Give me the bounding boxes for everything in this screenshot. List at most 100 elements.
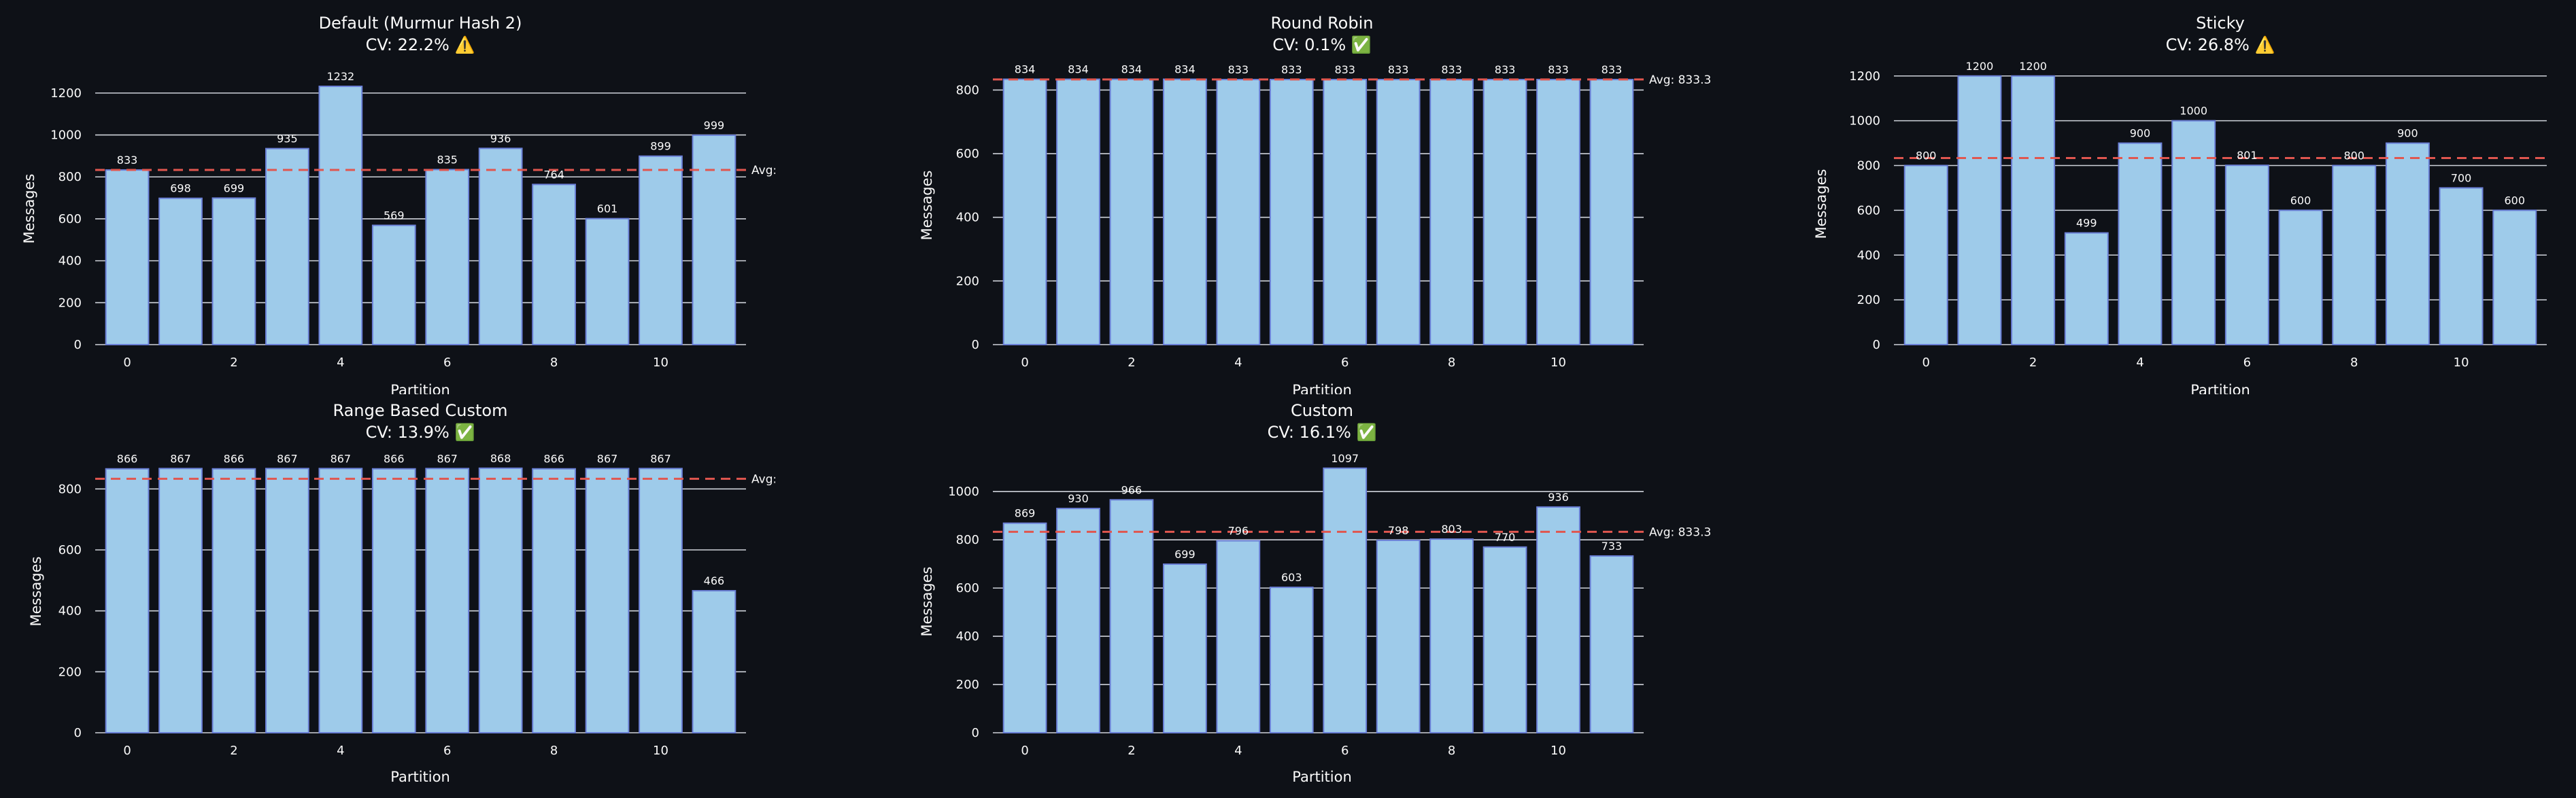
x-axis-label: Partition: [390, 382, 450, 394]
bar-value-label: 866: [543, 453, 564, 466]
bar-value-label: 833: [1334, 63, 1355, 76]
x-tick-label: 0: [1922, 355, 1929, 370]
y-axis-label: Messages: [21, 174, 37, 244]
grid-lines: [1894, 75, 2547, 345]
chart-custom: Custom CV: 16.1% ✅ Messages Partition 0 2…: [919, 401, 1711, 785]
bar: [371, 468, 416, 733]
bar: [478, 148, 523, 345]
bar-value-label: 834: [1015, 63, 1036, 76]
bar: [692, 590, 736, 734]
x-tick-label: 4: [337, 744, 344, 758]
grid-lines: [993, 491, 1644, 733]
bar-value-label: 936: [490, 132, 511, 145]
x-tick-label: 8: [1448, 744, 1455, 758]
bar: [1903, 164, 1948, 345]
bar-value-label: 803: [1441, 523, 1462, 536]
tick-labels: 0 200 400 600 800 1000 1200 0 2 4 6 8 10: [50, 86, 668, 370]
bar: [1002, 522, 1047, 733]
bar-value-label: 800: [1916, 150, 1937, 162]
x-tick-label: 2: [230, 744, 237, 758]
bar: [105, 169, 150, 345]
x-tick-label: 0: [1021, 744, 1028, 758]
y-tick-label: 400: [1857, 248, 1880, 262]
bar-value-label: 1097: [1331, 452, 1359, 465]
bar-value-label: 869: [1015, 507, 1036, 520]
y-tick-label: 1000: [948, 485, 979, 499]
bar: [2064, 232, 2109, 345]
bar: [1482, 78, 1527, 345]
value-labels: 834 834 834 834 833 833 833 833 833 833 833 833: [1015, 63, 1622, 76]
x-tick-label: 10: [653, 355, 668, 370]
bar-value-label: 867: [650, 452, 671, 465]
average-label: Avg: 833.3: [751, 164, 775, 177]
chart-subtitle: CV: 0.1% ✅: [1272, 35, 1371, 54]
bar-value-label: 868: [490, 452, 511, 465]
bar-value-label: 867: [597, 452, 618, 465]
bar-value-label: 603: [1281, 571, 1302, 584]
bar-value-label: 1232: [326, 70, 354, 83]
x-tick-label: 8: [1448, 355, 1455, 370]
value-labels: 866 867 866 867 867 866 867 868 866 867 867 466: [117, 452, 724, 587]
bar-value-label: 900: [2130, 127, 2151, 140]
y-tick-label: 200: [58, 665, 82, 679]
bar-value-label: 835: [437, 153, 458, 166]
chart-title: Default (Murmur Hash 2): [319, 14, 522, 33]
bar: [639, 155, 683, 346]
x-tick-label: 8: [2350, 355, 2358, 370]
bar-value-label: 834: [1068, 63, 1089, 76]
y-tick-label: 800: [956, 83, 979, 97]
bar-value-label: 600: [2505, 194, 2526, 207]
x-axis-label: Partition: [1292, 769, 1352, 785]
bar: [1429, 538, 1474, 733]
y-tick-label: 800: [956, 533, 979, 547]
bar: [1429, 78, 1474, 345]
bar: [1957, 75, 2002, 345]
chart-subtitle: CV: 13.9% ✅: [366, 423, 475, 442]
y-tick-label: 1000: [50, 128, 82, 143]
bar: [532, 468, 576, 733]
y-tick-label: 200: [58, 296, 82, 310]
bar-value-label: 796: [1228, 525, 1249, 538]
y-tick-label: 600: [58, 543, 82, 557]
bar: [585, 218, 630, 345]
bars: [105, 467, 736, 734]
bar-value-label: 867: [331, 452, 352, 465]
y-tick-label: 0: [1873, 338, 1880, 352]
x-tick-label: 8: [550, 355, 558, 370]
bar: [1163, 78, 1207, 346]
x-tick-label: 0: [123, 355, 131, 370]
grid-lines: [95, 92, 746, 345]
x-tick-label: 8: [550, 744, 558, 758]
bar-value-label: 801: [2237, 149, 2258, 162]
y-tick-label: 600: [58, 212, 82, 226]
y-tick-label: 400: [956, 629, 979, 644]
bar-value-label: 770: [1495, 531, 1516, 544]
bar-value-label: 833: [1441, 63, 1462, 76]
x-axis-label: Partition: [2190, 382, 2250, 394]
bar-value-label: 833: [1388, 63, 1409, 76]
y-tick-label: 1200: [1849, 69, 1880, 84]
chart-subtitle: CV: 16.1% ✅: [1268, 423, 1377, 442]
chart-default-murmur-hash: Default (Murmur Hash 2) CV: 22.2% ⚠️ Mes…: [21, 14, 775, 394]
x-tick-label: 4: [1234, 355, 1242, 370]
bar: [532, 184, 576, 345]
y-tick-label: 200: [956, 274, 979, 288]
bar-value-label: 866: [117, 453, 138, 466]
value-labels: 800 1200 1200 499 900 1000 801 600 800 900 700 600: [1916, 60, 2525, 230]
bars: [1002, 467, 1634, 734]
bar: [585, 468, 630, 734]
bar: [265, 148, 309, 345]
bar: [1163, 563, 1207, 733]
bar-value-label: 1000: [2180, 105, 2207, 118]
bar-value-label: 569: [384, 209, 405, 222]
bar: [1056, 78, 1100, 346]
bar-value-label: 833: [117, 154, 138, 167]
bars: [1002, 78, 1634, 346]
bar: [211, 197, 256, 345]
bars: [105, 86, 736, 346]
y-tick-label: 800: [58, 482, 82, 496]
x-tick-label: 6: [1341, 355, 1349, 370]
bar: [692, 134, 736, 345]
chart-title: Sticky: [2196, 14, 2245, 33]
